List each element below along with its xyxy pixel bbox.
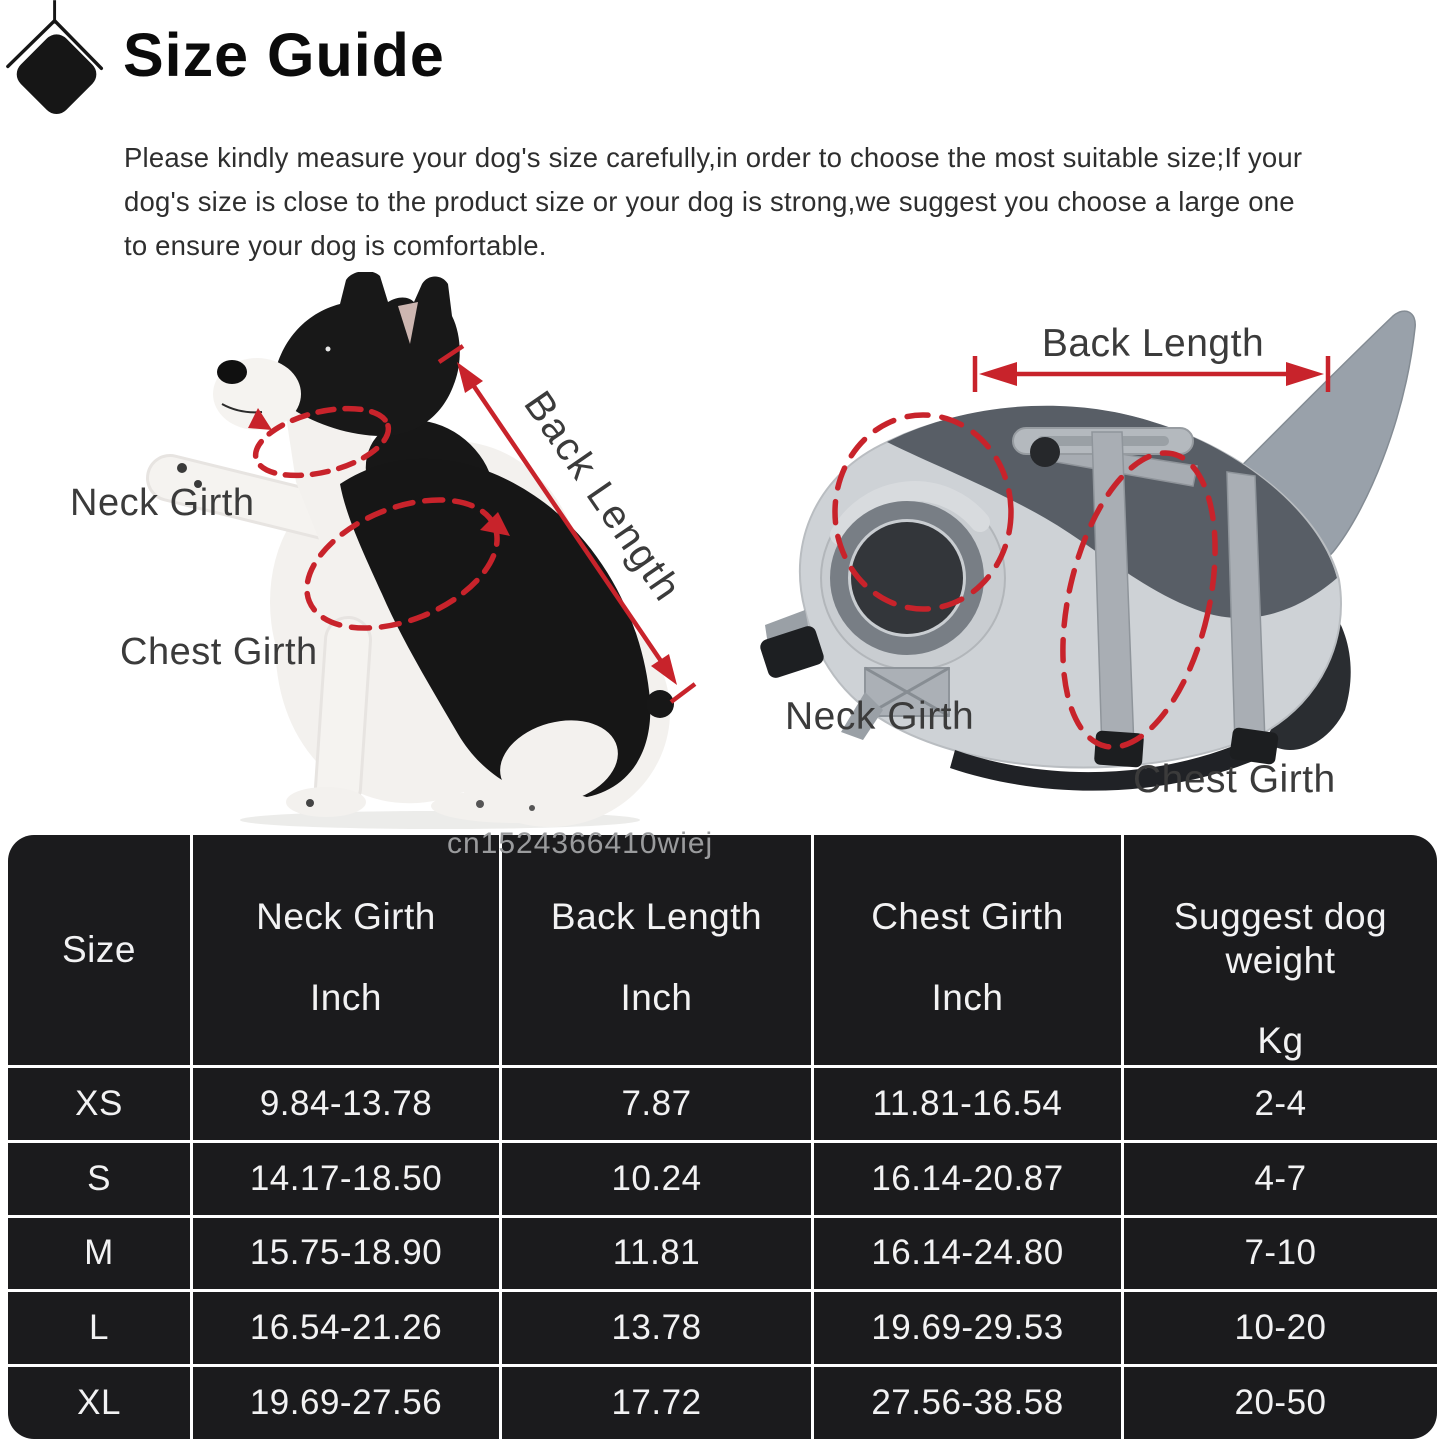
dog-head (272, 272, 460, 436)
cell-back-length: 10.24 (502, 1142, 814, 1215)
column-label: Back Length (550, 896, 763, 937)
table-row-m: M 15.75-18.90 11.81 16.14-24.80 7-10 (8, 1214, 1437, 1290)
cell-neck-girth: 16.54-21.26 (193, 1292, 502, 1365)
cell-chest-girth: 19.69-29.53 (814, 1292, 1124, 1365)
dog-back-patch (340, 458, 651, 800)
buckle (1229, 727, 1279, 765)
cell-back-length: 7.87 (502, 1068, 814, 1140)
size-table: Size Neck Girth Inch Back Length Inch Ch… (8, 835, 1437, 1439)
cell-weight: 20-50 (1234, 1383, 1327, 1423)
cell-weight: 2-4 (1254, 1083, 1307, 1123)
neck-girth-dashed-circle (832, 412, 1014, 612)
cell-neck-girth: 15.75-18.90 (193, 1217, 502, 1290)
cell-neck-girth: 9.84-13.78 (193, 1068, 502, 1140)
cell-chest-girth: 16.14-20.87 (814, 1142, 1124, 1215)
neck-girth-dashed-ellipse (252, 405, 392, 479)
cell-size: L (8, 1292, 193, 1365)
cell-weight: 7-10 (1244, 1233, 1317, 1273)
cell-chest-girth: 16.14-24.80 (814, 1217, 1124, 1290)
cell-neck-girth: 19.69-27.56 (193, 1367, 502, 1439)
buckle (760, 626, 824, 678)
back-length-arrow (437, 344, 697, 704)
table-row-xs: XS 9.84-13.78 7.87 11.81-16.54 2-4 (8, 1065, 1437, 1140)
column-label: Neck Girth (256, 896, 436, 937)
jacket-neck-girth-label: Neck Girth (785, 695, 974, 738)
cell-chest-girth: 11.81-16.54 (814, 1068, 1124, 1140)
cell-back-length: 11.81 (502, 1217, 814, 1290)
intro-line: dog's size is close to the product size … (124, 186, 1295, 217)
dog-illustration (146, 272, 674, 829)
cell-size: XS (8, 1068, 193, 1140)
dog-measurement-figure: Neck Girth Chest Girth Back Length (70, 272, 697, 829)
jacket-annotations: Back Length Neck Girth Chest Girth (785, 322, 1336, 801)
table-row-xl: XL 19.69-27.56 17.72 27.56-38.58 20-50 (8, 1364, 1437, 1439)
table-header-weight: Suggest dog weight Kg (1124, 835, 1437, 1065)
watermark-text: cn1524366410wiej (447, 827, 714, 860)
table-header-back-length: Back Length Inch (502, 835, 814, 1065)
intro-line: to ensure your dog is comfortable. (124, 230, 547, 261)
column-label: Chest Girth (871, 896, 1064, 937)
page-title: Size Guide (123, 21, 445, 89)
cell-weight: 4-7 (1254, 1158, 1307, 1198)
cell-weight: 10-20 (1234, 1308, 1327, 1348)
jacket-chest-girth-label: Chest Girth (1133, 758, 1336, 801)
table-header-row: Size Neck Girth Inch Back Length Inch Ch… (8, 835, 1437, 1065)
intro-line: Please kindly measure your dog's size ca… (124, 142, 1303, 173)
back-length-arrow (972, 356, 1331, 392)
column-label: Suggest dog weight (1173, 896, 1388, 981)
column-unit: Kg (1257, 1020, 1304, 1062)
table-row-l: L 16.54-21.26 13.78 19.69-29.53 10-20 (8, 1289, 1437, 1365)
table-header-size: Size (8, 835, 193, 1065)
cell-back-length: 13.78 (502, 1292, 814, 1365)
column-unit: Inch (620, 976, 693, 1018)
table-header-chest-girth: Chest Girth Inch (814, 835, 1124, 1065)
dog-chest-girth-label: Chest Girth (120, 631, 318, 673)
cell-size: S (8, 1142, 193, 1215)
cell-size: XL (8, 1367, 193, 1439)
cell-neck-girth: 14.17-18.50 (193, 1142, 502, 1215)
column-unit: Inch (310, 976, 382, 1018)
cell-chest-girth: 27.56-38.58 (814, 1367, 1124, 1439)
table-header-neck-girth: Neck Girth Inch (193, 835, 502, 1065)
cell-size: M (8, 1217, 193, 1290)
jacket-back-length-label: Back Length (1042, 322, 1264, 365)
intro-paragraph: Please kindly measure your dog's size ca… (124, 136, 1302, 268)
column-unit: Inch (931, 976, 1004, 1018)
cell-back-length: 17.72 (502, 1367, 814, 1439)
table-row-s: S 14.17-18.50 10.24 16.14-20.87 4-7 (8, 1139, 1437, 1215)
column-label: Size (62, 929, 136, 971)
hanging-tag-icon (6, 0, 104, 115)
jacket-measurement-figure: Back Length Neck Girth Chest Girth (760, 310, 1416, 801)
dog-neck-girth-label: Neck Girth (70, 482, 254, 524)
chest-girth-dashed-ellipse (1060, 450, 1218, 750)
